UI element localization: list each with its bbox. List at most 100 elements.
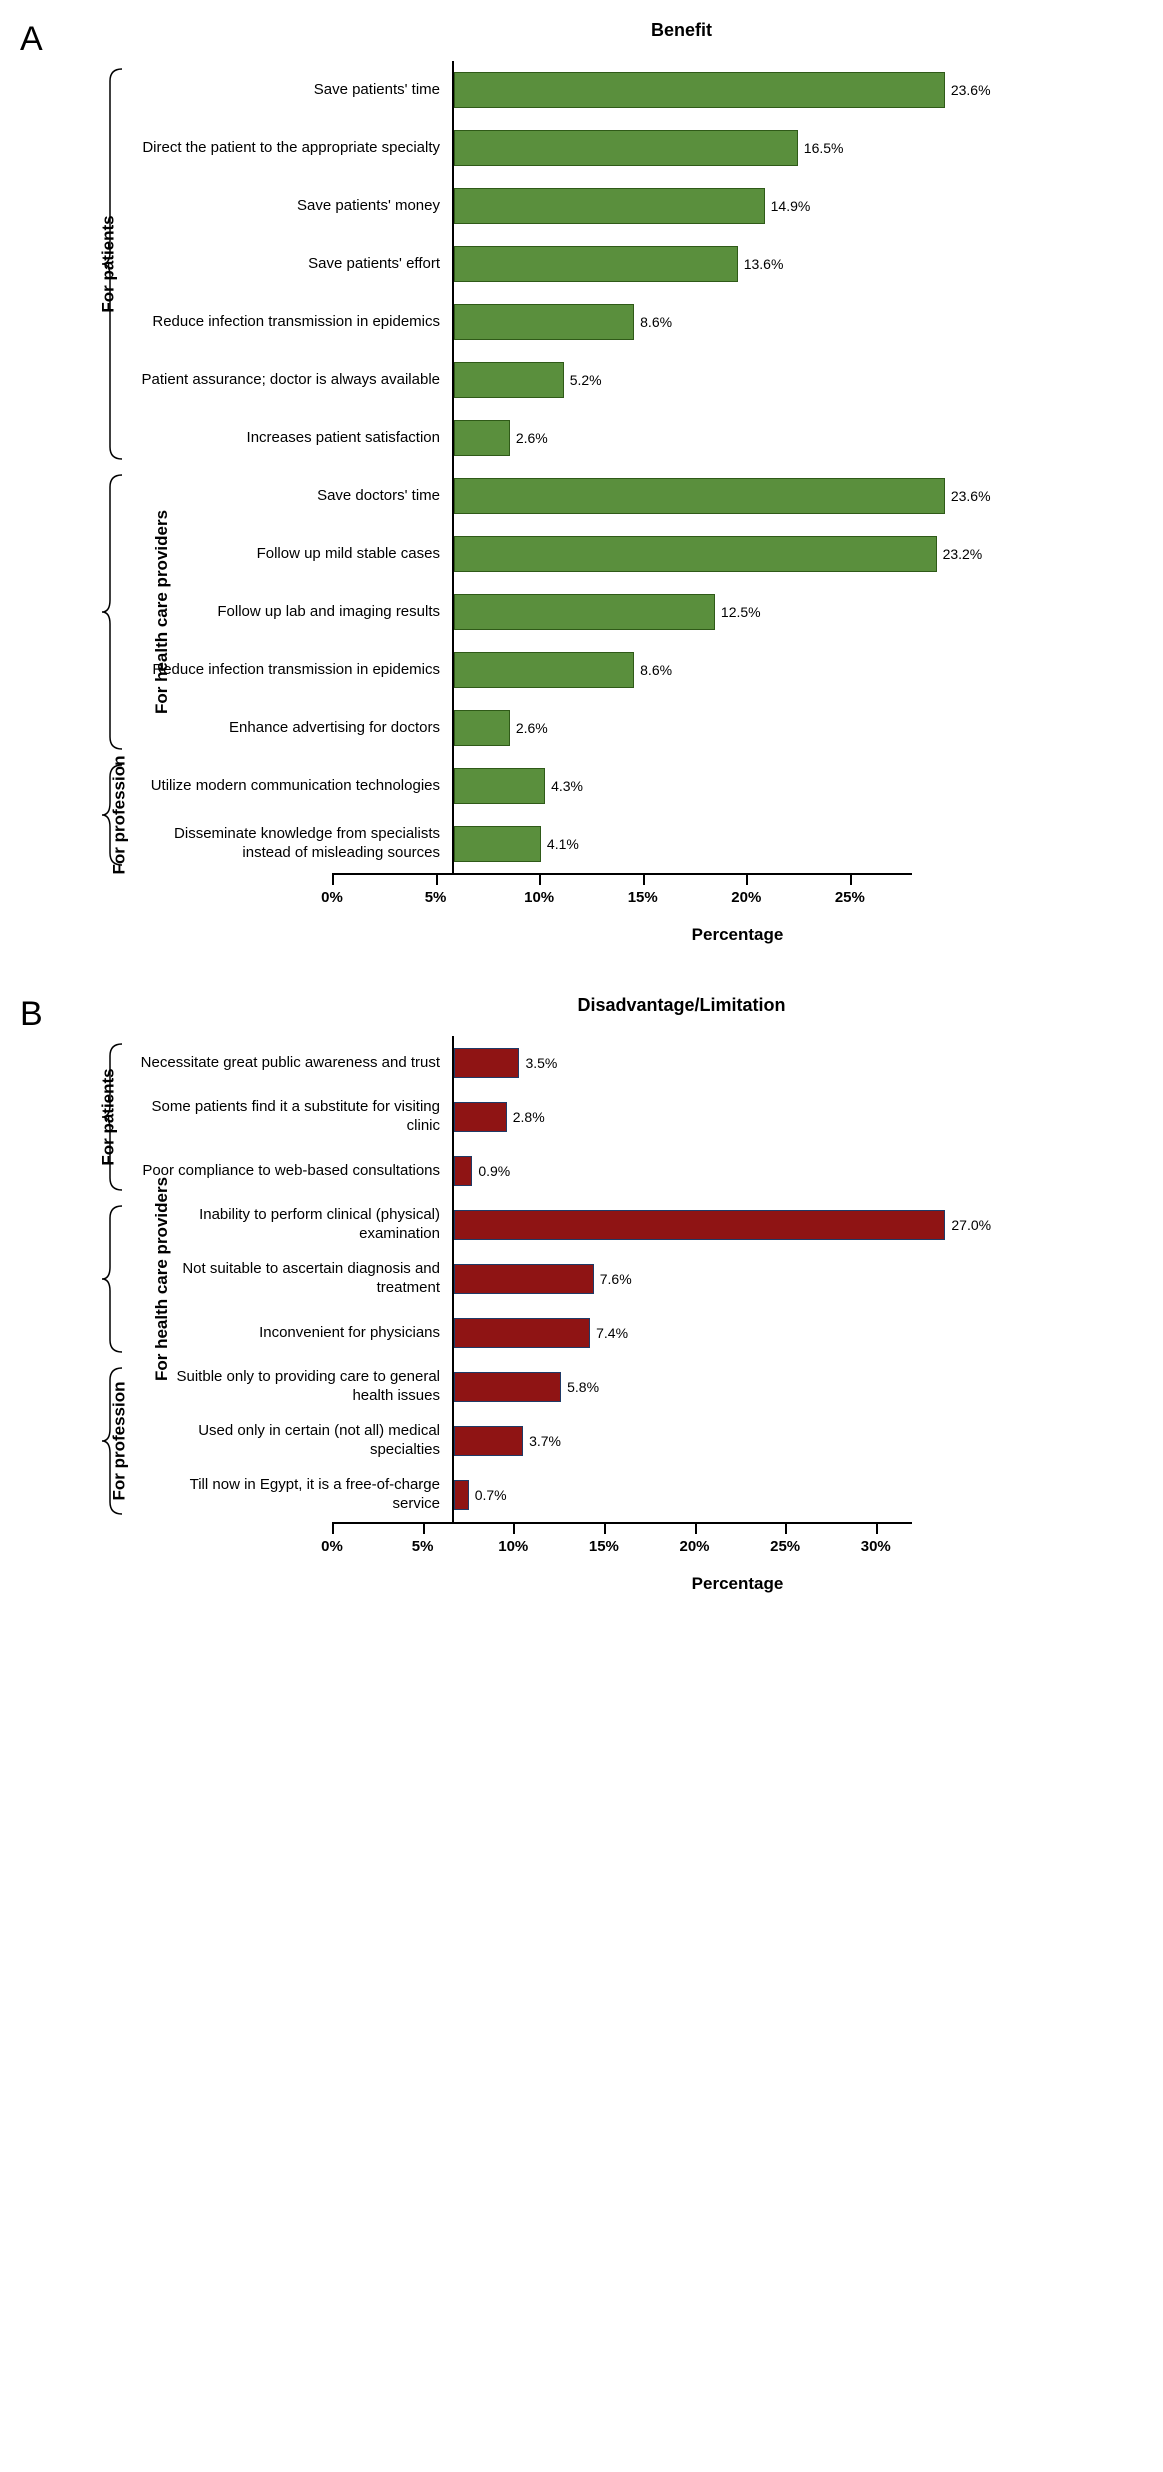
panel-b-title: Disadvantage/Limitation [220, 995, 1143, 1016]
bar-row: Suitble only to providing care to genera… [140, 1360, 1143, 1414]
bar-track: 2.8% [452, 1090, 1143, 1144]
bar-value: 14.9% [771, 198, 811, 214]
bar-value: 7.4% [596, 1325, 628, 1341]
bar [454, 652, 634, 688]
panel-b-groups: For patients For health care providers F… [20, 1036, 140, 1522]
bar-track: 12.5% [452, 583, 1143, 641]
bar [454, 1426, 523, 1456]
bar [454, 72, 945, 108]
bar-label: Utilize modern communication technologie… [140, 777, 452, 796]
bar-value: 2.6% [516, 720, 548, 736]
bar-row: Inconvenient for physicians 7.4% [140, 1306, 1143, 1360]
bar-track: 0.7% [452, 1468, 1143, 1522]
axis-tick [850, 873, 852, 885]
bar-label: Reduce infection transmission in epidemi… [140, 661, 452, 680]
axis-tick [604, 1522, 606, 1534]
bar [454, 1372, 561, 1402]
axis-tick-label: 25% [835, 889, 865, 906]
bar [454, 1480, 469, 1510]
bar-track: 5.2% [452, 351, 1143, 409]
bar [454, 420, 510, 456]
bar-value: 4.1% [547, 836, 579, 852]
axis-tick-label: 20% [731, 889, 761, 906]
panel-a-groups: For patients For health care providers F… [20, 61, 140, 873]
bar-value: 0.7% [475, 1487, 507, 1503]
bar-track: 23.6% [452, 467, 1143, 525]
bar [454, 188, 765, 224]
bar-value: 0.9% [478, 1163, 510, 1179]
bar-track: 5.8% [452, 1360, 1143, 1414]
axis-tick-label: 5% [412, 1538, 434, 1555]
panel-b: B Disadvantage/Limitation For patients F… [20, 995, 1143, 1594]
axis-tick-label: 25% [770, 1538, 800, 1555]
bar [454, 710, 510, 746]
group-label: For patients [99, 1068, 119, 1165]
bar-track: 14.9% [452, 177, 1143, 235]
bar-value: 27.0% [951, 1217, 991, 1233]
bar-row: Reduce infection transmission in epidemi… [140, 293, 1143, 351]
bar-label: Save doctors' time [140, 487, 452, 506]
axis-tick-label: 10% [524, 889, 554, 906]
bar-value: 7.6% [600, 1271, 632, 1287]
panel-b-chart: For patients For health care providers F… [20, 1036, 1143, 1522]
bar-track: 27.0% [452, 1198, 1143, 1252]
bar-value: 13.6% [744, 256, 784, 272]
bar-value: 5.8% [567, 1379, 599, 1395]
bar-label: Not suitable to ascertain diagnosis and … [140, 1260, 452, 1298]
bar-row: Direct the patient to the appropriate sp… [140, 119, 1143, 177]
axis-tick [695, 1522, 697, 1534]
bar [454, 768, 545, 804]
bar-track: 4.3% [452, 757, 1143, 815]
bar-row: Patient assurance; doctor is always avai… [140, 351, 1143, 409]
bar-value: 23.6% [951, 488, 991, 504]
bar-value: 8.6% [640, 314, 672, 330]
group-label: For profession [110, 1381, 130, 1500]
bar-row: Enhance advertising for doctors2.6% [140, 699, 1143, 757]
bar-value: 5.2% [570, 372, 602, 388]
bar-value: 23.2% [943, 546, 983, 562]
group-brace [100, 473, 124, 756]
bar-label: Patient assurance; doctor is always avai… [140, 371, 452, 390]
axis-tick [746, 873, 748, 885]
bar-track: 16.5% [452, 119, 1143, 177]
axis-tick-label: 5% [425, 889, 447, 906]
brace-icon [100, 1204, 124, 1354]
bar-label: Some patients find it a substitute for v… [140, 1098, 452, 1136]
bar-label: Necessitate great public awareness and t… [140, 1054, 452, 1073]
bar-track: 23.2% [452, 525, 1143, 583]
bar-value: 3.5% [525, 1055, 557, 1071]
bar-row: Save patients' time23.6% [140, 61, 1143, 119]
bar-row: Utilize modern communication technologie… [140, 757, 1143, 815]
bar [454, 1102, 507, 1132]
bar-row: Disseminate knowledge from specialists i… [140, 815, 1143, 873]
bar-row: Follow up lab and imaging results12.5% [140, 583, 1143, 641]
bar-label: Save patients' money [140, 197, 452, 216]
panel-a: A Benefit For patients For health care p… [20, 20, 1143, 945]
bar-value: 2.8% [513, 1109, 545, 1125]
bar-label: Save patients' time [140, 81, 452, 100]
bar-value: 12.5% [721, 604, 761, 620]
bar [454, 246, 738, 282]
bar-track: 0.9% [452, 1144, 1143, 1198]
axis-line: 0%5%10%15%20%25% [332, 873, 912, 889]
bar-value: 2.6% [516, 430, 548, 446]
bar-label: Inability to perform clinical (physical)… [140, 1206, 452, 1244]
bar-track: 7.4% [452, 1306, 1143, 1360]
panel-b-axis: 0%5%10%15%20%25%30% [332, 1522, 1143, 1538]
bar-label: Disseminate knowledge from specialists i… [140, 825, 452, 863]
axis-tick [423, 1522, 425, 1534]
bar [454, 826, 541, 862]
axis-tick [436, 873, 438, 885]
bar-track: 23.6% [452, 61, 1143, 119]
axis-tick [332, 1522, 334, 1534]
axis-tick-label: 15% [628, 889, 658, 906]
axis-tick-label: 10% [498, 1538, 528, 1555]
bar-value: 3.7% [529, 1433, 561, 1449]
bar-label: Reduce infection transmission in epidemi… [140, 313, 452, 332]
bar [454, 478, 945, 514]
bar-label: Used only in certain (not all) medical s… [140, 1422, 452, 1460]
bar-row: Save patients' money 14.9% [140, 177, 1143, 235]
bar-row: Increases patient satisfaction2.6% [140, 409, 1143, 467]
bar-label: Inconvenient for physicians [140, 1324, 452, 1343]
bar-track: 13.6% [452, 235, 1143, 293]
